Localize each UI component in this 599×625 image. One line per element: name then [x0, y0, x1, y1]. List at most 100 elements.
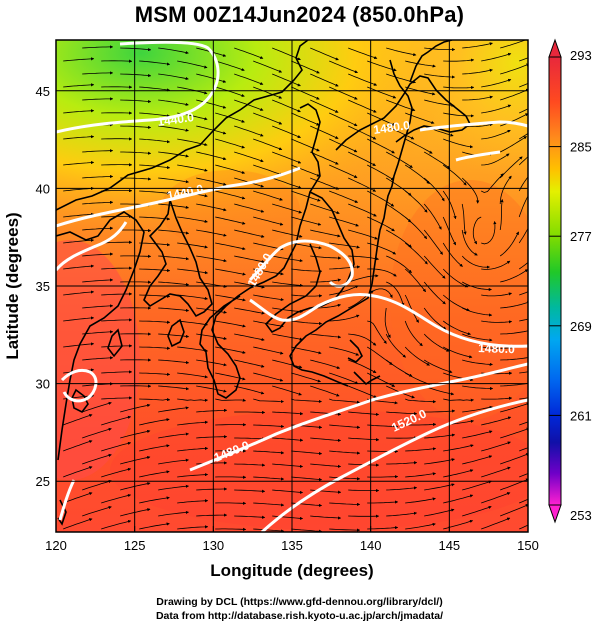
streamline — [348, 73, 378, 86]
streamline — [481, 466, 511, 478]
streamline — [177, 398, 209, 402]
colorbar: 293 285 277 269 261 253 — [548, 38, 592, 524]
y-axis: 25 30 35 40 45 Latitude (degrees) — [3, 84, 50, 489]
streamline — [291, 242, 322, 250]
streamline — [139, 216, 171, 221]
streamline — [215, 112, 245, 123]
streamline — [500, 355, 528, 361]
streamline — [462, 281, 492, 292]
colorbar-tick-label: 261 — [570, 408, 592, 423]
x-tick-label: 120 — [45, 538, 67, 553]
streamline — [499, 175, 512, 205]
streamline — [120, 73, 152, 78]
streamline — [519, 57, 528, 62]
streamline — [272, 515, 304, 520]
streamline — [291, 112, 320, 126]
streamline — [481, 220, 497, 245]
streamline — [82, 427, 112, 439]
streamline — [101, 370, 133, 374]
streamline — [462, 359, 493, 366]
streamline — [386, 281, 405, 307]
streamline — [139, 470, 170, 478]
streamline — [462, 385, 494, 391]
streamline — [367, 216, 395, 232]
streamline — [82, 174, 114, 179]
streamline — [158, 229, 190, 235]
streamline — [82, 252, 114, 257]
streamline — [234, 255, 265, 264]
streamline — [177, 346, 209, 353]
streamline — [443, 469, 474, 478]
streamline — [367, 372, 396, 387]
streamline — [158, 510, 190, 517]
streamline — [234, 307, 265, 315]
streamline — [291, 320, 323, 326]
streamline — [291, 398, 323, 404]
streamline — [272, 177, 302, 189]
streamline — [272, 255, 303, 263]
colorbar-tick-label: 277 — [570, 229, 592, 244]
streamline — [404, 268, 426, 293]
streamline — [215, 294, 246, 302]
streamline — [500, 136, 527, 153]
streamline — [481, 173, 504, 193]
streamline — [82, 71, 114, 75]
streamline — [386, 47, 417, 57]
streamline — [310, 385, 340, 397]
streamline — [234, 151, 264, 163]
streamline — [253, 502, 285, 507]
geopotential-contours — [56, 40, 528, 532]
streamline — [386, 486, 418, 491]
streamline — [461, 203, 467, 235]
streamline — [443, 444, 474, 452]
streamline — [481, 346, 513, 350]
streamline — [101, 396, 133, 400]
streamline — [481, 104, 512, 114]
streamline — [63, 57, 95, 62]
streamline — [461, 177, 480, 204]
streamline — [291, 60, 320, 74]
streamline — [101, 415, 132, 426]
streamline — [329, 265, 361, 270]
streamline — [215, 501, 247, 505]
streamline — [481, 416, 512, 426]
streamline — [519, 421, 528, 426]
colorbar-tick-label: 253 — [570, 508, 592, 523]
streamline — [272, 489, 304, 494]
streamline — [367, 500, 399, 504]
streamline — [348, 203, 377, 217]
streamline — [63, 109, 95, 114]
streamline — [310, 515, 342, 520]
streamline — [500, 427, 528, 439]
streamline — [310, 411, 342, 416]
streamline — [253, 372, 284, 382]
streamline — [196, 385, 227, 393]
streamline — [82, 330, 114, 335]
streamline — [518, 195, 528, 218]
colorbar-bottom-arrow — [548, 504, 562, 524]
coastlines — [56, 40, 472, 526]
streamline — [404, 346, 430, 366]
streamline — [462, 307, 493, 317]
streamline — [196, 333, 227, 341]
streamline — [158, 151, 189, 158]
contour-label: 1480.0 — [372, 118, 411, 137]
streamline — [215, 60, 245, 71]
streamline — [177, 499, 209, 504]
streamline — [386, 411, 418, 416]
streamline — [310, 177, 340, 190]
streamline — [348, 99, 377, 113]
streamline — [423, 307, 447, 330]
streamline — [481, 260, 511, 270]
streamline — [120, 99, 152, 104]
streamline — [139, 397, 171, 402]
streamline — [462, 42, 493, 49]
streamline — [196, 307, 227, 314]
streamline — [196, 513, 228, 517]
streamline — [234, 385, 265, 395]
y-tick-label: 25 — [36, 474, 50, 489]
streamline — [253, 190, 283, 201]
streamline — [158, 458, 190, 465]
streamline — [158, 307, 190, 312]
streamline — [196, 461, 228, 465]
